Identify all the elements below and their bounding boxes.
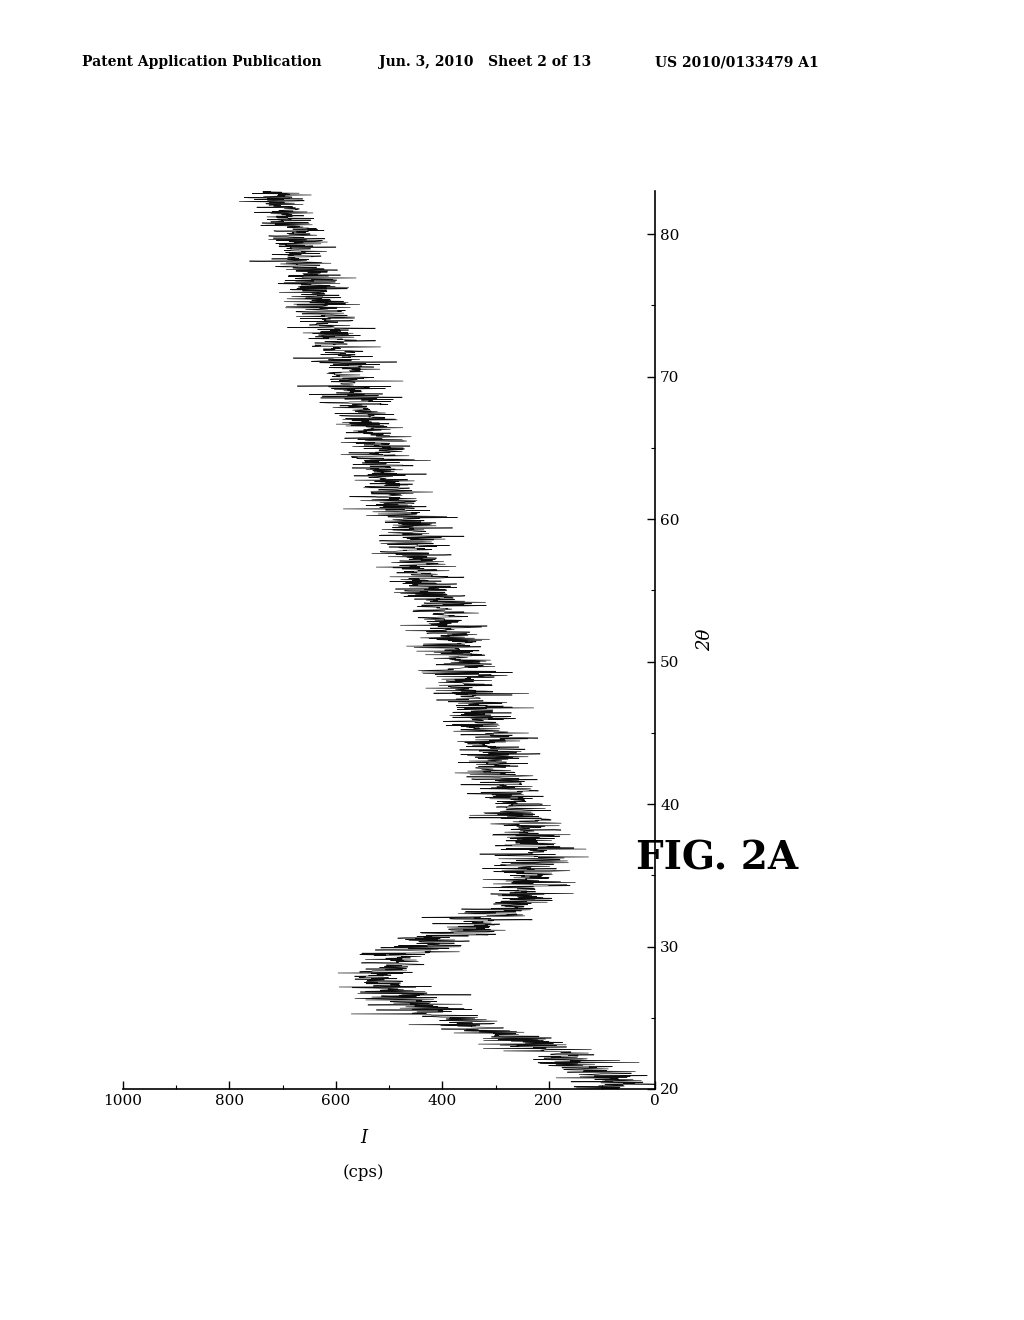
- Text: US 2010/0133479 A1: US 2010/0133479 A1: [655, 55, 819, 70]
- Text: I: I: [360, 1129, 367, 1147]
- Y-axis label: 2θ: 2θ: [696, 630, 715, 651]
- Text: (cps): (cps): [343, 1164, 384, 1181]
- Text: FIG. 2A: FIG. 2A: [636, 840, 798, 876]
- Text: Patent Application Publication: Patent Application Publication: [82, 55, 322, 70]
- Text: Jun. 3, 2010   Sheet 2 of 13: Jun. 3, 2010 Sheet 2 of 13: [379, 55, 591, 70]
